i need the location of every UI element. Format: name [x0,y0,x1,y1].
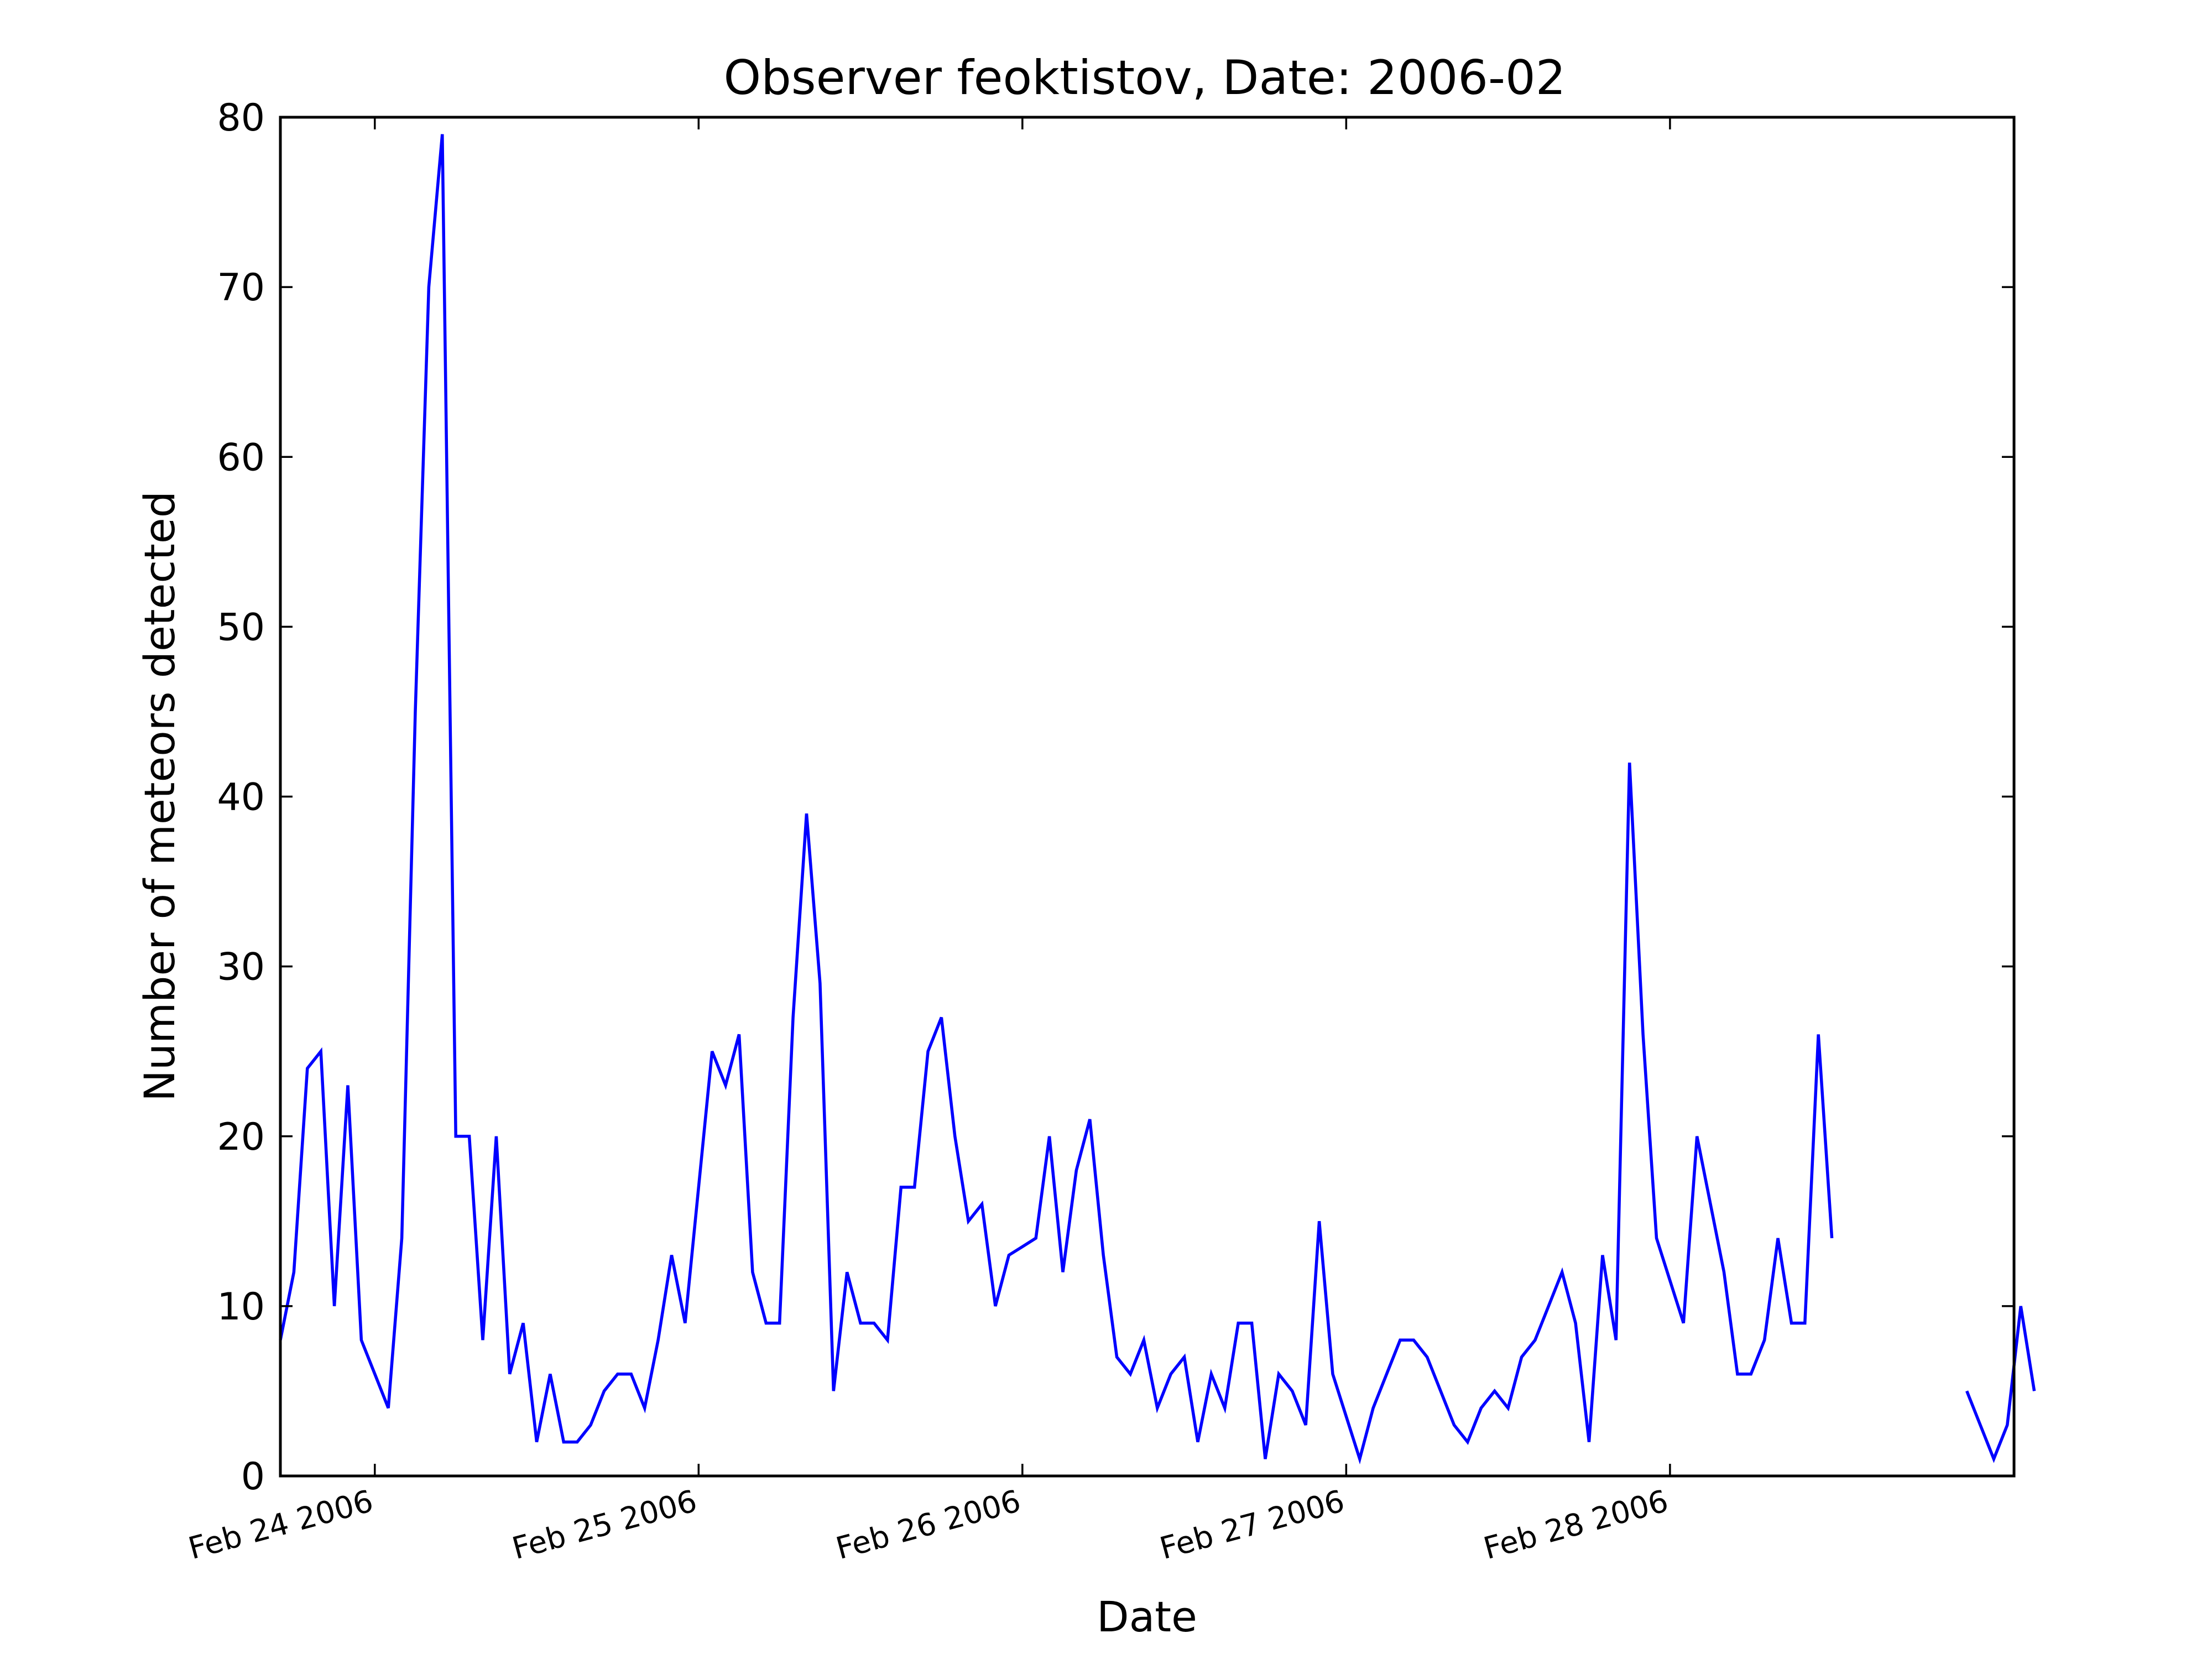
y-tick-label: 10 [217,1285,265,1329]
series-line [1965,1306,2036,1463]
x-axis-label: Date [1097,1592,1197,1641]
y-tick-label: 80 [217,96,265,140]
y-tick-label: 60 [217,436,265,479]
y-tick-label: 30 [217,946,265,989]
y-tick-label: 70 [217,266,265,310]
series-line [279,134,1834,1465]
y-tick-label: 50 [217,606,265,649]
plot-frame [279,116,2016,1478]
y-tick-label: 40 [217,776,265,820]
y-tick-label: 20 [217,1115,265,1159]
y-tick-label: 0 [241,1455,265,1499]
chart-title: Observer feoktistov, Date: 2006-02 [724,50,1566,106]
y-axis-label: Number of meteors detected [135,491,184,1102]
series-layer [279,134,2036,1465]
